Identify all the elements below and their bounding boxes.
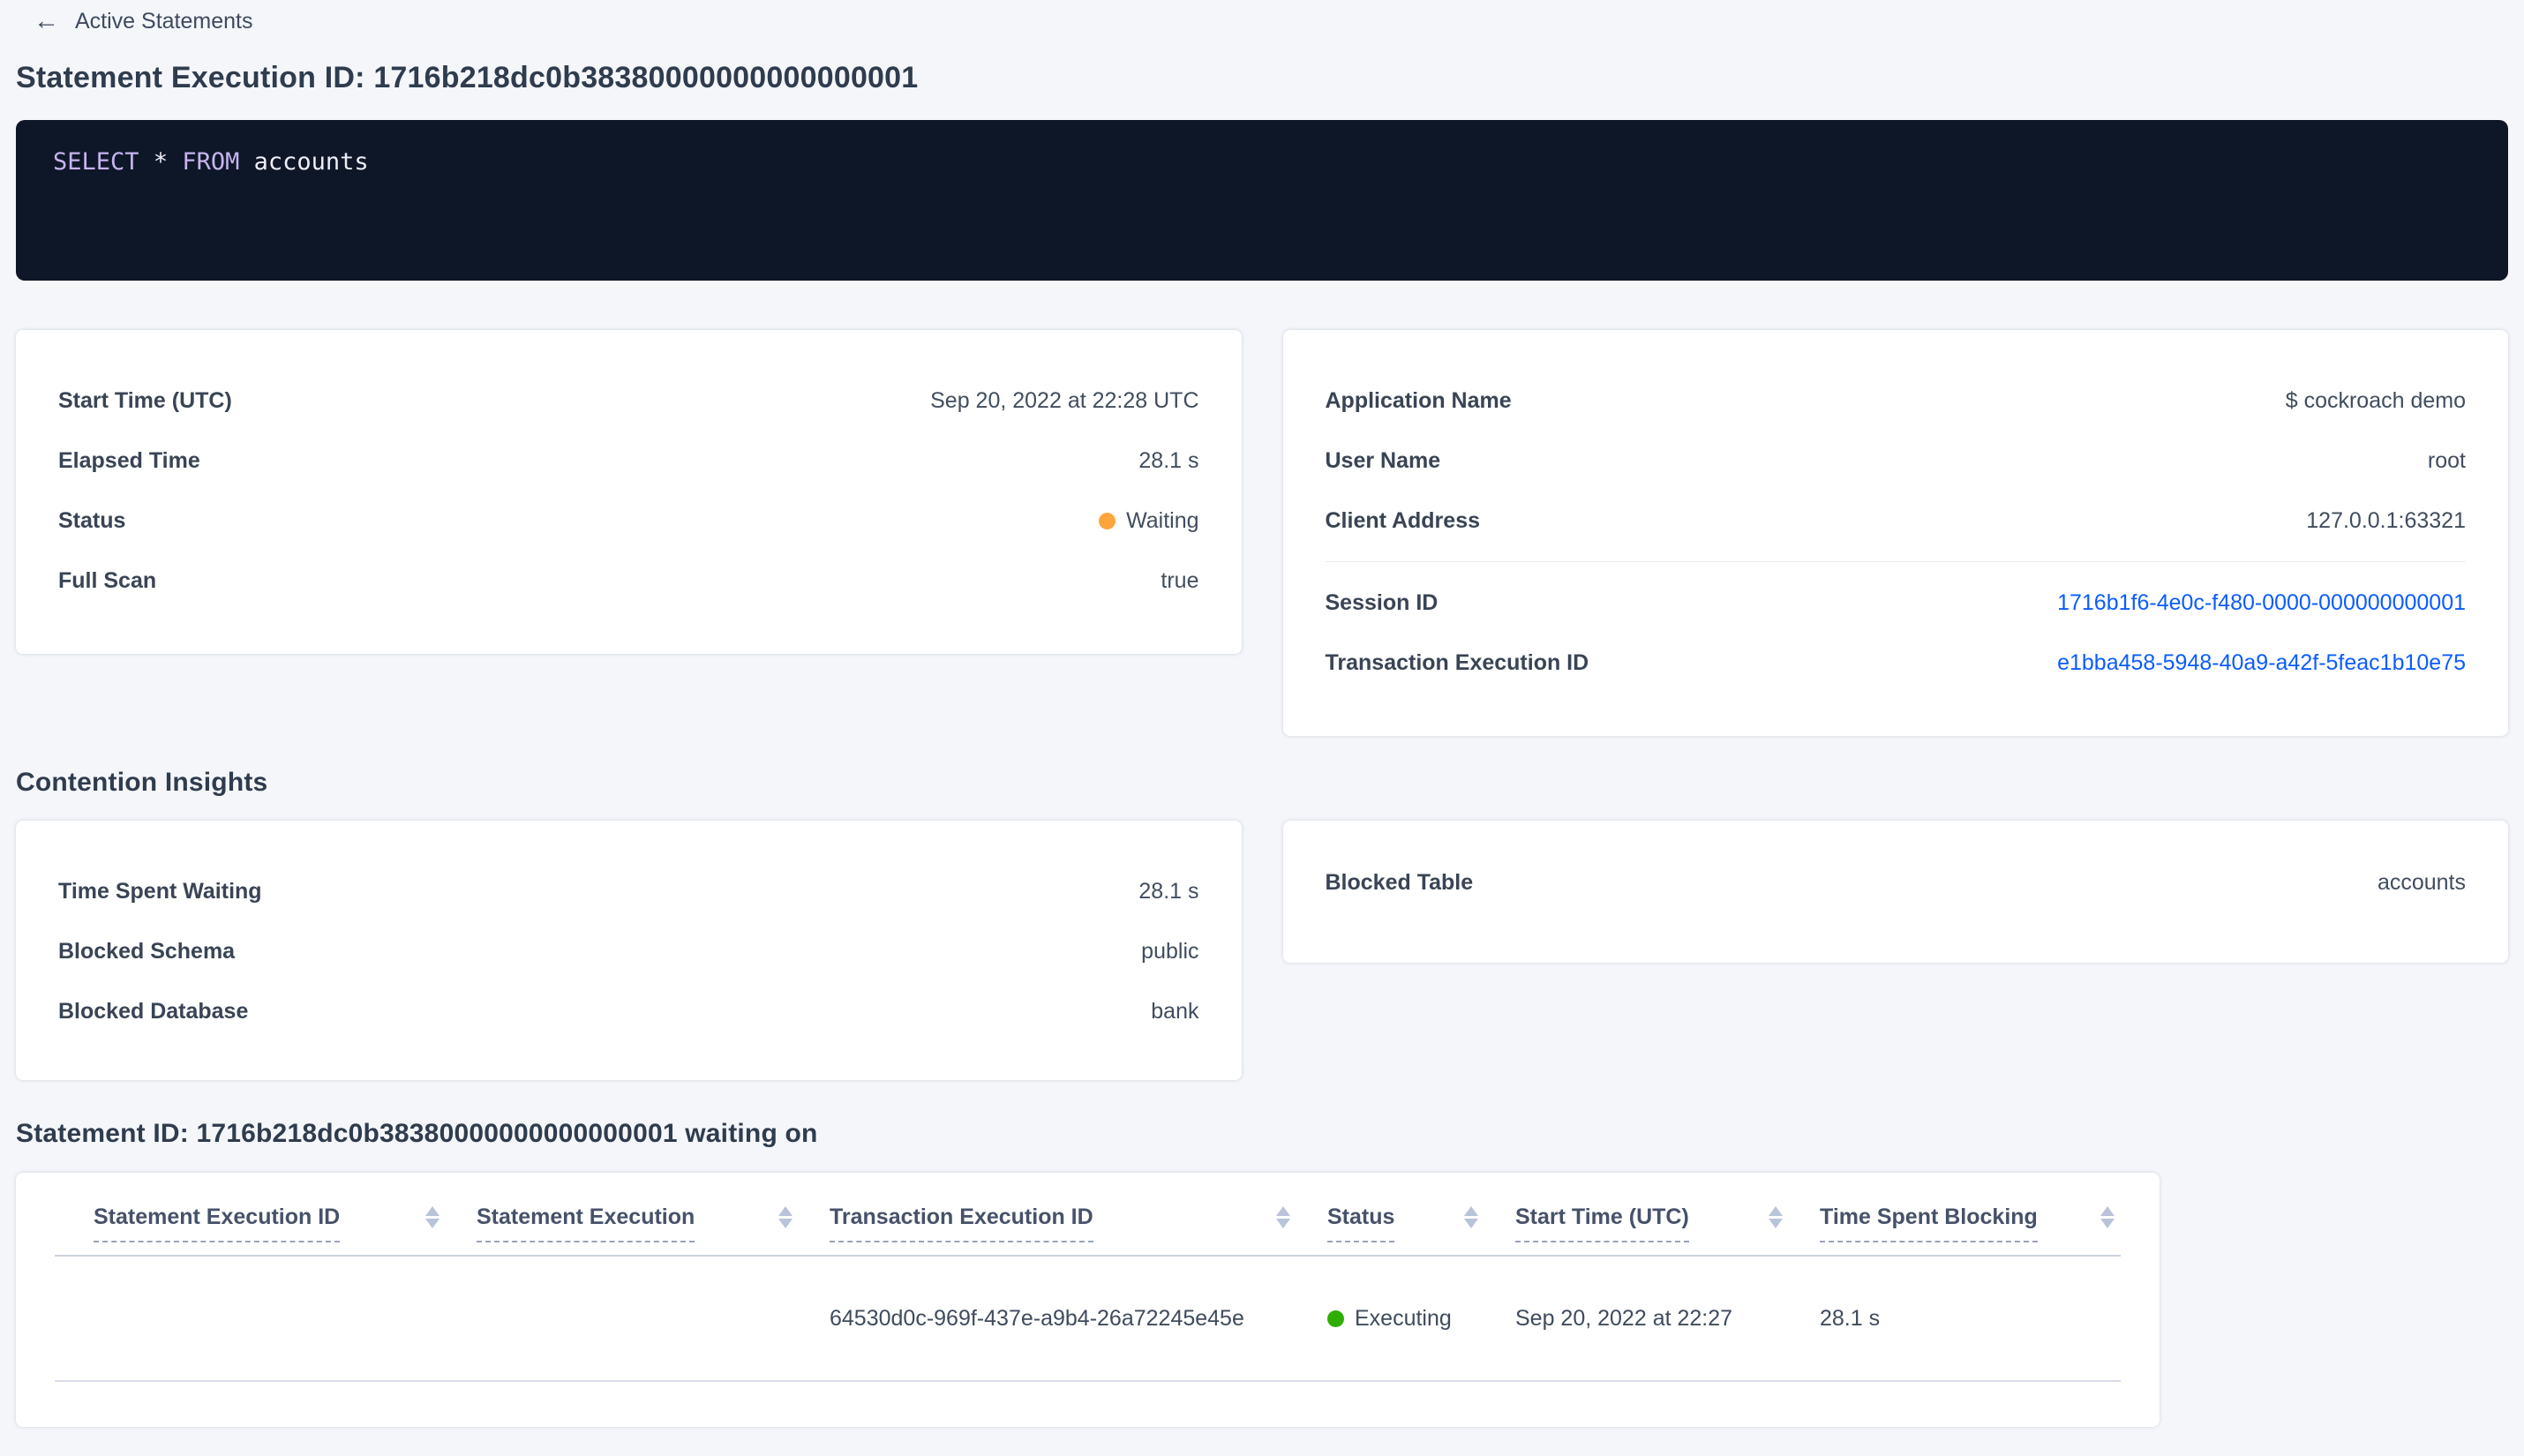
column-header-status[interactable]: Status: [1327, 1205, 1515, 1255]
info-value: root: [2427, 447, 2466, 473]
info-value: 127.0.0.1:63321: [2306, 507, 2466, 533]
info-row-elapsed-time: Elapsed Time 28.1 s: [58, 431, 1199, 491]
cell-start-time: Sep 20, 2022 at 22:27: [1515, 1305, 1733, 1331]
info-label: Blocked Database: [58, 998, 249, 1024]
column-header-statement-execution-id[interactable]: Statement Execution ID: [55, 1205, 477, 1255]
info-value: bank: [1151, 998, 1199, 1024]
page-title: Statement Execution ID: 1716b218dc0b3838…: [16, 61, 919, 94]
column-header-start-time[interactable]: Start Time (UTC): [1515, 1205, 1820, 1255]
session-card: Application Name $ cockroach demo User N…: [1282, 330, 2508, 736]
contention-insights-heading: Contention Insights: [16, 768, 268, 797]
status-text: Waiting: [1126, 507, 1199, 533]
info-value: public: [1141, 938, 1199, 964]
column-header-label: Transaction Execution ID: [830, 1205, 1093, 1242]
contention-right-card: Blocked Table accounts: [1282, 821, 2508, 963]
status-text: Executing: [1355, 1305, 1452, 1331]
sql-operator: *: [153, 148, 169, 176]
info-label: User Name: [1325, 447, 1441, 473]
status-executing-dot-icon: [1327, 1310, 1344, 1327]
info-row-time-spent-waiting: Time Spent Waiting 28.1 s: [58, 861, 1199, 921]
sql-keyword: SELECT: [53, 148, 139, 176]
status-badge: Waiting: [1099, 507, 1199, 534]
info-label: Blocked Schema: [58, 938, 236, 964]
back-arrow-icon: ←: [34, 7, 59, 35]
sort-icon[interactable]: [425, 1206, 439, 1228]
sql-keyword: FROM: [182, 148, 240, 176]
info-label: Start Time (UTC): [58, 387, 232, 413]
transaction-execution-id-link[interactable]: e1bba458-5948-40a9-a42f-5feac1b10e75: [2057, 649, 2466, 675]
contention-left-card: Time Spent Waiting 28.1 s Blocked Schema…: [16, 821, 1242, 1080]
card-divider: [1325, 561, 2466, 562]
sort-icon[interactable]: [778, 1206, 793, 1228]
info-value: 28.1 s: [1138, 878, 1199, 904]
info-label: Client Address: [1325, 507, 1481, 533]
info-row-blocked-schema: Blocked Schema public: [58, 921, 1199, 981]
status-waiting-dot-icon: [1099, 512, 1116, 529]
table-header-row: Statement Execution ID Statement Executi…: [55, 1205, 2121, 1257]
info-row-client-address: Client Address 127.0.0.1:63321: [1326, 491, 2467, 551]
sql-statement-box: SELECT * FROM accounts: [16, 120, 2508, 281]
column-header-label: Start Time (UTC): [1515, 1205, 1689, 1242]
info-row-status: Status Waiting: [58, 491, 1199, 551]
sort-icon[interactable]: [2100, 1206, 2115, 1228]
contention-cards-row: Time Spent Waiting 28.1 s Blocked Schema…: [16, 821, 2508, 1080]
info-label: Application Name: [1325, 387, 1512, 413]
sort-icon[interactable]: [1769, 1206, 1783, 1228]
info-label: Transaction Execution ID: [1325, 649, 1589, 675]
column-header-time-spent-blocking[interactable]: Time Spent Blocking: [1820, 1205, 2152, 1255]
details-cards-row: Start Time (UTC) Sep 20, 2022 at 22:28 U…: [16, 330, 2508, 736]
session-id-link[interactable]: 1716b1f6-4e0c-f480-0000-000000000001: [2057, 589, 2466, 615]
info-row-user-name: User Name root: [1326, 431, 2467, 491]
info-row-transaction-execution-id: Transaction Execution ID e1bba458-5948-4…: [1326, 633, 2467, 693]
sort-icon[interactable]: [1464, 1206, 1478, 1228]
back-link-label: Active Statements: [75, 9, 253, 34]
overview-card: Start Time (UTC) Sep 20, 2022 at 22:28 U…: [16, 330, 1242, 654]
column-header-label: Statement Execution: [477, 1205, 695, 1242]
info-label: Session ID: [1325, 589, 1439, 615]
info-label: Full Scan: [58, 567, 157, 593]
info-row-full-scan: Full Scan true: [58, 551, 1199, 611]
info-row-start-time: Start Time (UTC) Sep 20, 2022 at 22:28 U…: [58, 371, 1199, 431]
info-value: true: [1161, 567, 1199, 593]
table-row: 64530d0c-969f-437e-a9b4-26a72245e45e Exe…: [55, 1257, 2121, 1382]
column-header-label: Statement Execution ID: [94, 1205, 341, 1242]
sql-table-name: accounts: [253, 148, 369, 176]
info-row-application-name: Application Name $ cockroach demo: [1326, 371, 2467, 431]
info-row-session-id: Session ID 1716b1f6-4e0c-f480-0000-00000…: [1326, 573, 2467, 633]
waiting-on-heading: Statement ID: 1716b218dc0b38380000000000…: [16, 1119, 818, 1148]
sort-icon[interactable]: [1276, 1206, 1290, 1228]
info-value: Sep 20, 2022 at 22:28 UTC: [930, 387, 1199, 413]
column-header-statement-execution[interactable]: Statement Execution: [477, 1205, 830, 1255]
info-label: Time Spent Waiting: [58, 878, 262, 904]
cell-transaction-execution-id: 64530d0c-969f-437e-a9b4-26a72245e45e: [830, 1305, 1244, 1331]
info-row-blocked-table: Blocked Table accounts: [1326, 852, 2467, 912]
info-row-blocked-database: Blocked Database bank: [58, 981, 1199, 1041]
back-link-active-statements[interactable]: ← Active Statements: [16, 9, 252, 34]
column-header-label: Time Spent Blocking: [1820, 1205, 2038, 1242]
info-value: accounts: [2377, 869, 2466, 895]
column-header-transaction-execution-id[interactable]: Transaction Execution ID: [830, 1205, 1327, 1255]
info-value: $ cockroach demo: [2285, 387, 2466, 413]
info-label: Status: [58, 507, 126, 533]
info-label: Elapsed Time: [58, 447, 200, 473]
info-value: 28.1 s: [1138, 447, 1199, 473]
column-header-label: Status: [1327, 1205, 1395, 1242]
cell-time-spent-blocking: 28.1 s: [1820, 1305, 1881, 1331]
waiting-on-table: Statement Execution ID Statement Executi…: [16, 1173, 2160, 1427]
cell-status: Executing: [1327, 1306, 1515, 1332]
info-label: Blocked Table: [1325, 869, 1474, 895]
